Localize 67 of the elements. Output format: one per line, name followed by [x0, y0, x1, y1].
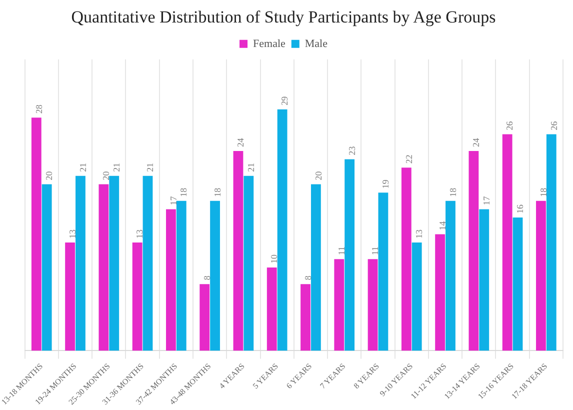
data-label: 26: [504, 120, 515, 130]
data-label: 10: [269, 254, 280, 264]
data-label: 18: [448, 187, 458, 197]
bar: [344, 159, 355, 351]
bar: [546, 134, 556, 351]
data-label: 18: [538, 187, 548, 197]
data-label: 29: [280, 96, 290, 106]
data-label: 13: [134, 229, 145, 239]
bar: [378, 192, 388, 351]
data-label: 22: [404, 154, 414, 164]
data-label: 19: [380, 179, 391, 189]
chart-title: Quantitative Distribution of Study Participants by Age Groups: [71, 8, 496, 27]
data-label: 13: [414, 229, 424, 239]
bar: [512, 218, 523, 351]
bar: [435, 234, 446, 351]
data-label: 8: [302, 275, 313, 280]
bar: [368, 259, 378, 351]
bar: [300, 284, 310, 351]
bar: [76, 176, 86, 351]
data-label: 28: [34, 104, 44, 114]
bar: [176, 200, 186, 351]
bar: [42, 184, 52, 351]
bar: [244, 176, 254, 351]
data-label: 20: [313, 170, 324, 180]
bar: [401, 168, 412, 351]
bar: [468, 150, 479, 351]
data-label: 26: [548, 120, 559, 130]
data-label: 21: [78, 162, 88, 172]
bar: [142, 176, 153, 351]
bar: [502, 134, 512, 351]
data-label: 11: [336, 246, 347, 256]
data-label: 13: [67, 229, 78, 239]
data-label: 20: [44, 170, 54, 180]
data-label: 17: [168, 196, 178, 206]
data-label: 21: [111, 162, 122, 172]
data-label: 18: [178, 187, 189, 197]
legend-label: Female: [253, 38, 286, 50]
data-label: 17: [481, 196, 492, 206]
data-label: 24: [236, 137, 246, 147]
data-label: 21: [145, 162, 156, 172]
data-label: 18: [212, 187, 222, 197]
data-label: 8: [202, 275, 212, 280]
data-label: 16: [515, 204, 526, 214]
bar: [65, 242, 75, 351]
data-label: 21: [246, 162, 256, 172]
bar: [200, 284, 210, 351]
legend-label: Male: [304, 38, 328, 50]
data-label: 11: [370, 246, 380, 256]
bar: [233, 150, 244, 351]
bar: [334, 259, 344, 351]
bar: [536, 200, 546, 351]
bar: [166, 209, 176, 351]
bar: [31, 118, 42, 351]
bar: [266, 267, 277, 351]
bar: [210, 200, 220, 351]
data-label: 23: [346, 146, 357, 156]
bar: [277, 109, 288, 351]
bar: [479, 209, 490, 351]
bar: [310, 184, 321, 351]
data-label: 20: [101, 170, 112, 180]
bar: [132, 242, 142, 351]
bar: [412, 242, 422, 351]
bar: [446, 200, 456, 351]
data-label: 24: [471, 137, 482, 147]
data-label: 14: [437, 220, 448, 230]
bar: [98, 184, 109, 351]
bar: [109, 176, 120, 351]
